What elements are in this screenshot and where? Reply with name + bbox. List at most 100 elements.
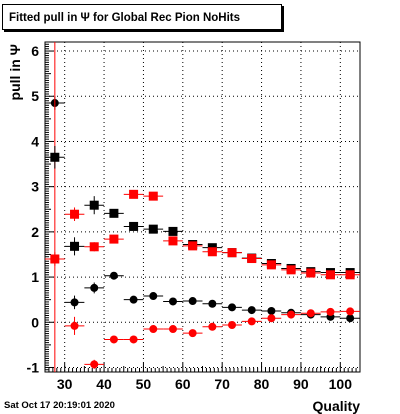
y-axis-label: pull in Ψ — [7, 44, 23, 100]
square-marker — [109, 234, 119, 244]
x-tick-label: 80 — [254, 376, 270, 392]
data-point — [143, 292, 164, 301]
data-point — [261, 260, 282, 270]
y-tick-label: 4 — [31, 133, 39, 149]
data-point — [163, 226, 183, 236]
x-tick-label: 30 — [57, 376, 73, 392]
data-point — [202, 322, 223, 331]
data-point — [340, 314, 360, 323]
square-marker — [148, 224, 158, 234]
data-point — [261, 314, 282, 323]
circle-marker — [149, 292, 158, 301]
data-point — [202, 299, 223, 308]
circle-marker — [168, 297, 177, 306]
square-marker — [266, 260, 276, 270]
square-marker — [50, 254, 60, 264]
circle-marker — [188, 329, 197, 338]
data-point — [202, 247, 223, 257]
circle-marker — [109, 271, 118, 280]
y-tick-label: 2 — [31, 224, 39, 240]
y-tick-label: 3 — [31, 179, 39, 195]
data-point — [64, 237, 85, 256]
circle-marker — [326, 307, 335, 316]
data-point — [163, 297, 183, 306]
data-point — [104, 234, 124, 244]
square-marker — [70, 241, 80, 251]
data-point — [340, 307, 360, 316]
data-point — [104, 208, 124, 218]
square-marker — [129, 221, 139, 231]
data-point — [143, 325, 164, 334]
y-tick-label: 5 — [31, 88, 39, 104]
data-point — [241, 317, 262, 326]
data-point — [104, 271, 124, 280]
data-point — [123, 221, 144, 231]
data-point — [222, 248, 242, 258]
x-tick-label: 100 — [329, 376, 353, 392]
data-point — [84, 282, 105, 294]
timestamp: Sat Oct 17 20:19:01 2020 — [4, 400, 115, 411]
data-point — [163, 236, 183, 246]
y-tick-label: -1 — [27, 359, 40, 375]
circle-marker — [90, 283, 99, 292]
x-axis-label: Quality — [313, 398, 361, 414]
circle-marker — [109, 335, 118, 344]
circle-marker — [287, 310, 296, 319]
circle-marker — [228, 320, 237, 329]
chart-title: Fitted pull in Ψ for Global Rec Pion NoH… — [2, 4, 282, 30]
square-marker — [50, 152, 60, 162]
square-marker — [70, 209, 80, 219]
grid-lines — [45, 42, 360, 372]
circle-marker — [70, 298, 79, 307]
square-marker — [207, 247, 217, 257]
circle-marker — [129, 335, 138, 344]
circle-marker — [129, 295, 138, 304]
circle-marker — [346, 307, 355, 316]
data-point — [241, 306, 262, 315]
data-point — [261, 306, 282, 315]
data-point — [281, 265, 301, 275]
data-point — [163, 325, 183, 334]
data-point — [320, 307, 341, 316]
data-marks — [45, 42, 360, 372]
square-marker — [129, 189, 139, 199]
data-point — [84, 196, 105, 215]
data-point — [84, 242, 105, 252]
circle-marker — [306, 309, 315, 318]
square-marker — [188, 241, 198, 251]
square-marker — [345, 270, 355, 280]
data-point — [182, 297, 203, 306]
circle-marker — [90, 360, 99, 369]
circle-marker — [70, 321, 79, 330]
x-tick-label: 40 — [96, 376, 112, 392]
circle-marker — [247, 317, 256, 326]
data-point — [64, 295, 85, 310]
circle-marker — [247, 306, 256, 315]
x-tick-label: 50 — [136, 376, 152, 392]
circle-marker — [168, 325, 177, 334]
circle-marker — [208, 322, 217, 331]
data-point — [45, 145, 65, 169]
square-marker — [227, 248, 237, 258]
data-point — [281, 310, 301, 319]
data-point — [222, 303, 242, 312]
data-point — [182, 329, 203, 338]
data-point — [84, 359, 105, 369]
data-point — [182, 241, 203, 251]
square-marker — [306, 268, 316, 278]
y-tick-label: 0 — [31, 314, 39, 330]
axes: 30 40 50 60 70 80 90 100 -1 0 1 2 3 4 5 6 — [27, 41, 361, 392]
y-tick-label: 1 — [31, 269, 39, 285]
data-point — [143, 191, 164, 201]
data-point — [64, 207, 85, 222]
circle-marker — [149, 325, 158, 334]
circle-marker — [346, 314, 355, 323]
square-marker — [148, 191, 158, 201]
data-point — [123, 295, 144, 304]
circle-marker — [267, 314, 276, 323]
data-point — [123, 335, 144, 344]
square-marker — [247, 254, 257, 264]
data-point — [320, 270, 341, 280]
data-point — [123, 189, 144, 199]
